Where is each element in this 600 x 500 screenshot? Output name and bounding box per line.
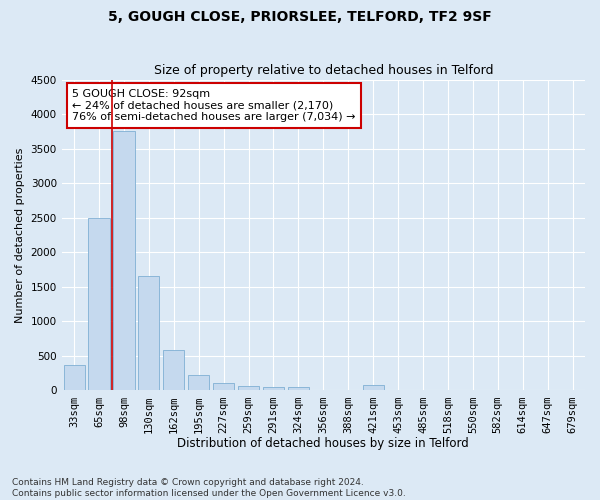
Text: Contains HM Land Registry data © Crown copyright and database right 2024.
Contai: Contains HM Land Registry data © Crown c… (12, 478, 406, 498)
Bar (138, 276, 160, 390)
Title: Size of property relative to detached houses in Telford: Size of property relative to detached ho… (154, 64, 493, 77)
Bar (213, 383, 234, 390)
Bar (163, 350, 184, 391)
Bar (263, 387, 284, 390)
Bar (238, 386, 259, 390)
Bar (188, 375, 209, 390)
Bar (362, 386, 384, 390)
Text: 5, GOUGH CLOSE, PRIORSLEE, TELFORD, TF2 9SF: 5, GOUGH CLOSE, PRIORSLEE, TELFORD, TF2 … (108, 10, 492, 24)
Bar (88, 218, 110, 390)
Bar (64, 365, 85, 390)
Bar (113, 132, 134, 390)
Y-axis label: Number of detached properties: Number of detached properties (15, 148, 25, 322)
X-axis label: Distribution of detached houses by size in Telford: Distribution of detached houses by size … (178, 437, 469, 450)
Bar (288, 387, 309, 390)
Text: 5 GOUGH CLOSE: 92sqm
← 24% of detached houses are smaller (2,170)
76% of semi-de: 5 GOUGH CLOSE: 92sqm ← 24% of detached h… (72, 89, 356, 122)
